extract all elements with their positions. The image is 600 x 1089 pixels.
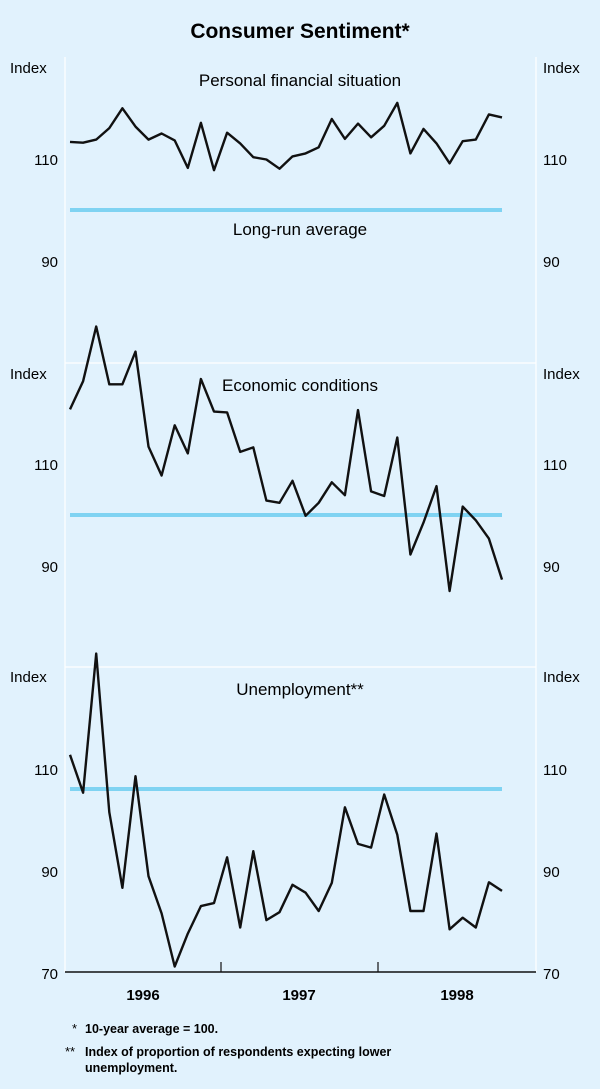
p3-title: Unemployment**	[236, 680, 364, 699]
footnotes: * 10-year average = 100. ** Index of pro…	[65, 1021, 391, 1075]
x-tick-1997: 1997	[282, 987, 315, 1004]
p2-ytick-110-right: 110	[543, 457, 567, 474]
x-tick-1998: 1998	[440, 987, 473, 1004]
p3-ytick-110-left: 110	[34, 762, 58, 779]
panel-unemployment: Index Index Unemployment** 110 90 70 110…	[10, 652, 580, 983]
p3-ytick-90-left: 90	[41, 864, 58, 881]
p1-series-line	[69, 101, 503, 172]
p1-ylabel-right: Index	[543, 60, 580, 77]
p3-ytick-70-left: 70	[41, 966, 58, 983]
p3-ytick-110-right: 110	[543, 762, 567, 779]
p1-ytick-90-left: 90	[41, 254, 58, 271]
footnote-1-marker: *	[72, 1021, 77, 1036]
p1-ytick-110-right: 110	[543, 152, 567, 169]
p1-ylabel-left: Index	[10, 60, 47, 77]
p3-series-line	[68, 652, 503, 968]
panel-personal-financial: Index Index Personal financial situation…	[10, 60, 580, 271]
p3-ylabel-left: Index	[10, 669, 47, 686]
p2-ytick-110-left: 110	[34, 457, 58, 474]
p3-ytick-90-right: 90	[543, 864, 560, 881]
footnote-1-text: 10-year average = 100.	[85, 1022, 218, 1036]
footnote-2-marker: **	[65, 1044, 75, 1059]
x-tick-1996: 1996	[126, 987, 159, 1004]
p2-ytick-90-right: 90	[543, 559, 560, 576]
p1-title: Personal financial situation	[199, 71, 401, 90]
chart-title: Consumer Sentiment*	[190, 20, 410, 43]
panel-economic-conditions: Index Index Economic conditions 110 90 1…	[10, 325, 580, 593]
p2-ylabel-left: Index	[10, 366, 47, 383]
p2-ytick-90-left: 90	[41, 559, 58, 576]
p2-ylabel-right: Index	[543, 366, 580, 383]
footnote-2-text: Index of proportion of respondents expec…	[85, 1045, 391, 1059]
p2-title: Economic conditions	[222, 376, 378, 395]
p3-ylabel-right: Index	[543, 669, 580, 686]
footnote-2-text-continued: unemployment.	[85, 1061, 177, 1075]
p1-ytick-90-right: 90	[543, 254, 560, 271]
p1-ytick-110-left: 110	[34, 152, 58, 169]
p3-ytick-70-right: 70	[543, 966, 560, 983]
p2-series-line	[68, 325, 504, 593]
p1-average-label: Long-run average	[233, 220, 367, 239]
